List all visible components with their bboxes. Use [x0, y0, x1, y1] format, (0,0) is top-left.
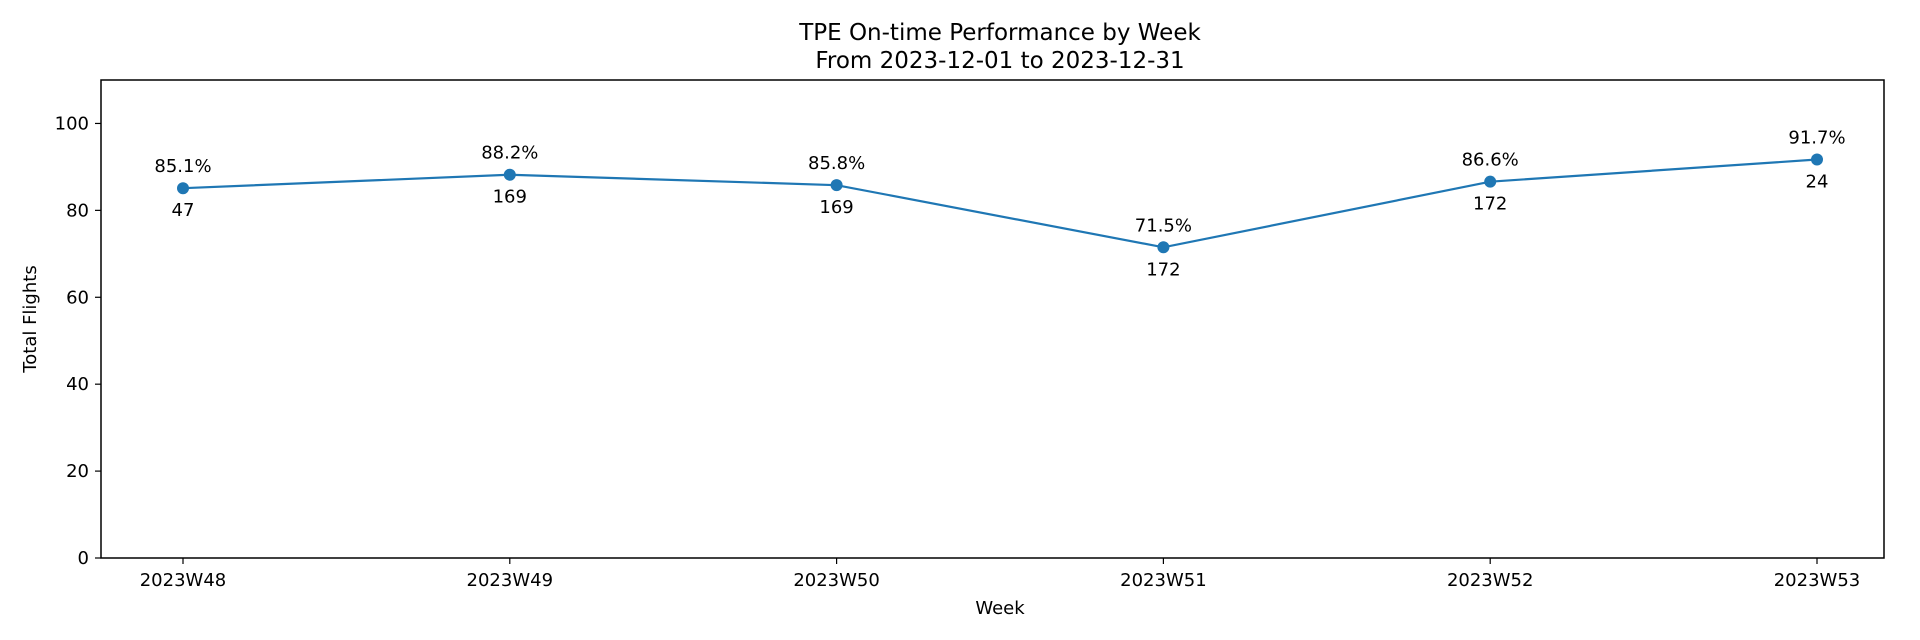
- point-label-percent: 85.8%: [808, 153, 865, 174]
- x-tick-label: 2023W52: [1447, 570, 1534, 591]
- y-tick-label: 40: [66, 374, 89, 395]
- y-axis: 0 20 40 60 80 100: [55, 113, 101, 569]
- data-point: [1811, 153, 1823, 166]
- point-label-count: 172: [1146, 259, 1180, 280]
- y-tick-label: 0: [78, 548, 89, 569]
- point-label-percent: 85.1%: [154, 156, 211, 177]
- y-tick-label: 20: [66, 461, 89, 482]
- y-tick-label: 80: [66, 200, 89, 221]
- data-point: [830, 179, 843, 192]
- y-axis-label: Total Flights: [20, 265, 41, 373]
- data-point: [503, 168, 516, 181]
- x-axis: 2023W48 2023W49 2023W50 2023W51 2023W52 2023W…: [140, 558, 1861, 591]
- y-tick-label: 60: [66, 287, 89, 308]
- point-label-count: 47: [172, 200, 195, 221]
- point-label-percent: 86.6%: [1462, 150, 1519, 171]
- data-point: [1484, 175, 1497, 188]
- data-point: [177, 182, 189, 195]
- series-line: [182, 158, 1818, 249]
- series-layer: 85.1% 47 88.2% 169 85.8% 169 71.5% 172 86.6% 172 9…: [154, 128, 1845, 281]
- plot-area: [100, 79, 1885, 559]
- x-tick-label: 2023W51: [1120, 570, 1207, 591]
- point-label-count: 172: [1473, 194, 1507, 215]
- data-point: [1157, 241, 1170, 254]
- x-tick-label: 2023W49: [467, 570, 554, 591]
- chart-subtitle: From 2023-12-01 to 2023-12-31: [815, 48, 1184, 74]
- x-tick-label: 2023W53: [1774, 570, 1861, 591]
- point-label-count: 24: [1806, 172, 1829, 193]
- x-tick-label: 2023W48: [140, 570, 227, 591]
- chart-title: TPE On-time Performance by Week: [798, 20, 1201, 46]
- point-label-percent: 71.5%: [1135, 215, 1192, 236]
- point-label-percent: 91.7%: [1788, 128, 1845, 149]
- x-tick-label: 2023W50: [793, 570, 880, 591]
- point-label-count: 169: [493, 187, 527, 208]
- point-label-count: 169: [819, 197, 853, 218]
- x-axis-label: Week: [975, 598, 1025, 619]
- point-label-percent: 88.2%: [481, 143, 538, 164]
- y-tick-label: 100: [55, 113, 89, 134]
